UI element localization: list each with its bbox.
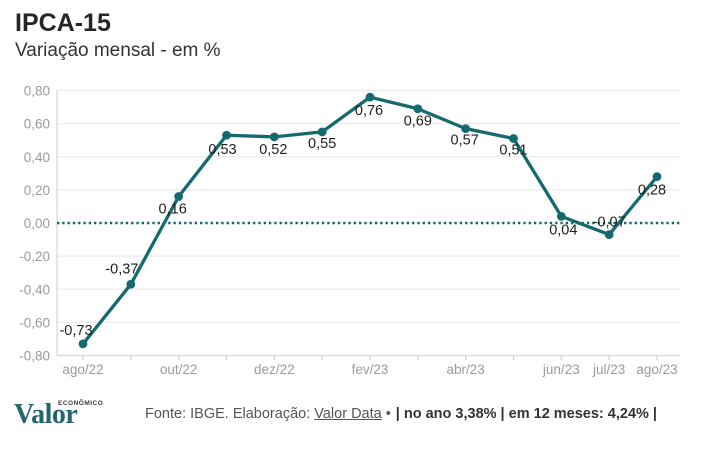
data-point [365,92,375,102]
data-point [222,130,231,140]
source-text: Fonte: IBGE. Elaboração: [145,406,315,422]
x-tick-label: out/22 [160,362,198,377]
valor-logo-wordmark: Valor [14,399,78,430]
data-point [269,132,279,142]
chart-header: IPCA-15 Variação mensal - em % [15,8,221,62]
data-point-label: -0,73 [59,323,92,339]
data-series-line [81,95,659,346]
chart-subtitle: Variação mensal - em % [15,40,221,61]
data-point-label: 0,57 [451,133,479,149]
x-tick-label: fev/23 [352,362,389,377]
data-point [126,279,136,289]
y-tick-label: 0,60 [24,117,50,132]
data-point-label: -0,07 [593,215,626,231]
data-point [604,230,614,239]
source-line: Fonte: IBGE. Elaboração: Valor Data • | no… [145,406,710,422]
page-title: IPCA-15 [15,9,111,37]
valor-logo-tagline: ECONÔMICO [58,400,104,407]
y-tick-label: 0,20 [24,183,50,198]
data-point-label: 0,53 [208,142,236,158]
y-tick-label: -0,80 [19,349,50,364]
x-tick-label: ago/22 [62,362,103,377]
x-tick-label: abr/23 [447,362,485,377]
data-point [317,127,327,137]
data-point-label: 0,28 [638,183,666,199]
data-point-label: 0,52 [259,142,287,158]
valor-data-link[interactable]: Valor Data [314,406,382,422]
x-tick-label: jul/23 [592,362,625,377]
accumulated-stats: | no ano 3,38% | em 12 meses: 4,24% | [395,406,657,422]
data-point-label: 0,69 [404,114,432,130]
chart-footer: Valor ECONÔMICO Fonte: IBGE. Elaboração:… [0,396,715,441]
data-point [556,211,566,221]
y-tick-label: 0,40 [24,150,50,165]
data-point [509,134,518,143]
y-tick-label: 0,80 [24,84,50,99]
valor-logo: Valor ECONÔMICO [14,399,104,433]
y-tick-label: 0,00 [24,216,50,231]
bullet-separator: • [385,406,391,422]
data-point [174,192,184,201]
data-point-label: -0,37 [105,261,138,277]
y-tick-label: -0,20 [19,249,50,264]
y-tick-label: -0,60 [19,315,50,330]
data-point [652,172,662,182]
x-tick-label: ago/23 [636,362,677,377]
data-point-label: 0,76 [355,103,383,119]
data-point-label: 0,04 [549,222,577,238]
y-tick-label: -0,40 [19,282,50,297]
x-tick-label: dez/22 [254,362,295,377]
data-point-label: 0,51 [499,143,527,159]
data-point [78,339,88,349]
data-point-label: 0,55 [308,136,336,152]
data-point [413,104,423,114]
x-tick-label: jun/23 [542,362,580,377]
data-point-label: 0,16 [159,202,187,218]
data-point [461,124,471,133]
